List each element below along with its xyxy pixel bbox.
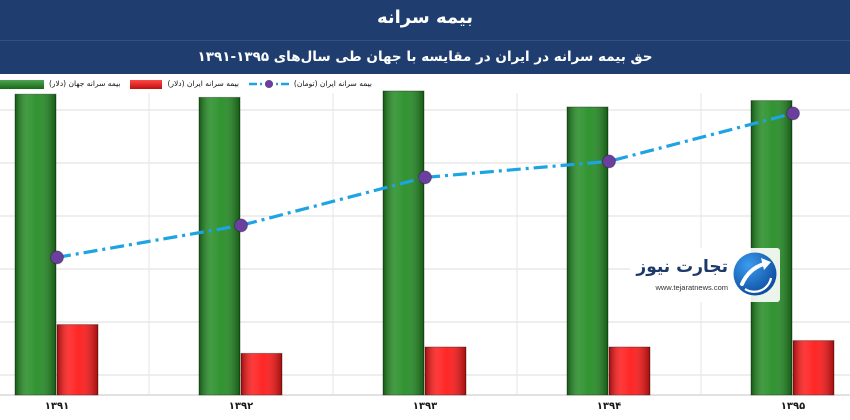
bar-shine-overlay (425, 347, 466, 395)
bar-group-world-usd-2 (198, 96, 241, 396)
legend-label-world-usd: بیمه سرانه جهان (دلار) (49, 79, 121, 88)
bar-shine-overlay (15, 94, 56, 395)
header-divider (0, 40, 850, 41)
legend-label-iran-toman: بیمه سرانه ایران (تومان) (293, 79, 372, 88)
x-tick-label: ۱۳۹۵ (780, 401, 806, 412)
bar-group-iran-usd-2 (240, 352, 283, 396)
logo-url: www.tejaratnews.com (655, 283, 728, 292)
point-iran-toman-1 (50, 250, 64, 265)
logo-wordmark: تجارت نیوز (636, 257, 728, 277)
point-iran-toman-2 (234, 218, 248, 233)
legend-item-iran-usd: بیمه سرانه ایران (دلار) (130, 78, 239, 90)
logo-arc (744, 277, 773, 293)
watermark-logo: تجارت نیوز www.tejaratnews.com (630, 248, 780, 302)
point-iran-toman-4 (602, 154, 616, 169)
bar-group-iran-usd-4 (608, 346, 651, 396)
chart-legend: بیمه سرانه جهان (دلار) بیمه سرانه ایران … (0, 78, 382, 90)
x-tick-label: ۱۳۹۳ (412, 401, 438, 412)
x-tick-label: ۱۳۹۲ (228, 401, 254, 412)
line-iran-toman (56, 111, 794, 259)
point-iran-toman-3 (418, 170, 432, 185)
chart-title: بیمه سرانه (376, 7, 474, 28)
bar-layer (14, 90, 835, 396)
bar-group-world-usd-3 (382, 90, 425, 396)
x-axis-labels: ۱۳۹۱ ۱۳۹۲ ۱۳۹۳ ۱۳۹۴ ۱۳۹۵ (0, 396, 850, 420)
bar-shine-overlay (567, 107, 608, 395)
x-tick-label: ۱۳۹۱ (44, 401, 70, 412)
legend-item-world-usd: بیمه سرانه جهان (دلار) (0, 78, 120, 90)
bar-shine-overlay (199, 97, 240, 396)
bar-group-world-usd-5 (750, 100, 793, 396)
bar-shine-overlay (241, 353, 282, 395)
logo-icon-graphic (733, 252, 777, 296)
bar-group-iran-usd-5 (792, 340, 835, 396)
bar-group-iran-usd-3 (424, 346, 467, 396)
x-tick-label: ۱۳۹۴ (596, 401, 622, 412)
bar-group-iran-usd-1 (56, 324, 99, 396)
tejaratnews-logo-icon (732, 251, 778, 297)
chart-subtitle: حق بیمه سرانه در ایران در مقایسه با جهان… (197, 49, 653, 65)
bar-shine-overlay (793, 340, 834, 395)
legend-point-sample (264, 80, 273, 88)
line-layer (50, 106, 800, 265)
point-iran-toman-5 (786, 106, 800, 121)
bar-shine-overlay (609, 347, 650, 395)
bar-shine-overlay (751, 100, 792, 395)
bar-group-world-usd-1 (14, 93, 57, 396)
chart-header: بیمه سرانه حق بیمه سرانه در ایران در مقا… (0, 0, 850, 74)
bar-shine-overlay (57, 324, 98, 395)
legend-swatch-world-usd (0, 79, 44, 89)
legend-item-iran-toman: بیمه سرانه ایران (تومان) (248, 78, 372, 90)
bar-group-world-usd-4 (566, 106, 609, 396)
legend-swatch-iran-usd (130, 79, 163, 89)
logo-arrowhead (761, 258, 771, 270)
bar-shine-overlay (383, 91, 424, 395)
legend-label-iran-usd: بیمه سرانه ایران (دلار) (167, 79, 239, 88)
logo-circle (733, 252, 777, 296)
legend-swatch-iran-toman (248, 80, 289, 88)
logo-swoosh (740, 262, 766, 286)
